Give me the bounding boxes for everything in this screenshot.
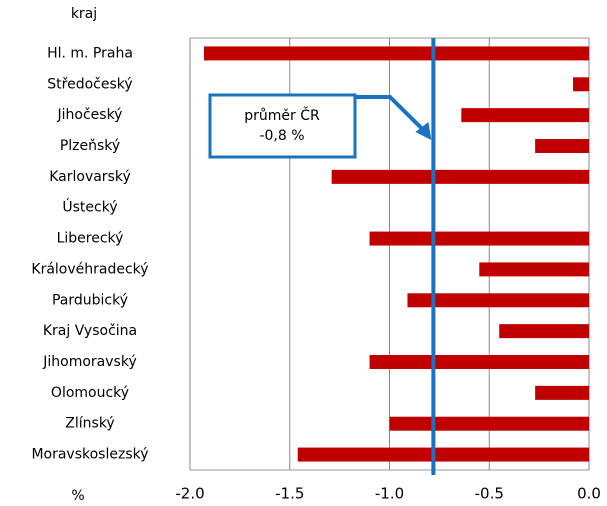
y-tick-label: Hl. m. Praha <box>47 45 133 61</box>
annotation-text: průměr ČR <box>244 106 320 124</box>
y-tick-label: Pardubický <box>52 292 128 308</box>
y-tick-label: Moravskoslezský <box>31 447 148 463</box>
annotation-arrowhead <box>415 122 432 140</box>
x-tick-label: -0.5 <box>475 485 504 503</box>
y-tick-label: Karlovarský <box>49 169 131 185</box>
y-tick-label: Zlínský <box>65 416 114 432</box>
annotation-arrow <box>355 95 427 134</box>
bar <box>461 108 589 123</box>
bar <box>297 447 589 462</box>
y-tick-label: Ústecký <box>62 198 117 216</box>
y-tick-label: Olomoucký <box>51 385 129 401</box>
y-tick-label: Kraj Vysočina <box>43 323 137 339</box>
bar <box>535 385 589 400</box>
y-tick-label: Plzeňský <box>60 138 120 154</box>
x-axis-label: % <box>71 488 84 504</box>
x-tick-label: -1.0 <box>375 485 404 503</box>
y-tick-label: Jihomoravský <box>42 354 136 370</box>
y-tick-label: Jihočeský <box>57 107 123 123</box>
bar <box>369 355 589 369</box>
bar <box>479 262 589 277</box>
x-tick-label: -2.0 <box>175 485 204 503</box>
y-tick-label: Liberecký <box>57 231 124 247</box>
bar <box>369 231 589 246</box>
annotation-text: -0,8 % <box>259 128 304 144</box>
y-tick-label: Středočeský <box>47 76 132 92</box>
bar <box>535 139 589 153</box>
bar <box>389 416 589 431</box>
annotation-box <box>208 93 357 159</box>
bar <box>203 46 589 61</box>
y-axis-label: kraj <box>71 6 97 22</box>
bar <box>407 293 589 308</box>
bar <box>499 324 589 339</box>
bar <box>573 77 589 92</box>
x-tick-label: -1.5 <box>275 485 304 503</box>
bar <box>331 169 589 184</box>
y-tick-label: Královéhradecký <box>31 261 148 277</box>
x-tick-label: 0.0 <box>577 485 601 503</box>
